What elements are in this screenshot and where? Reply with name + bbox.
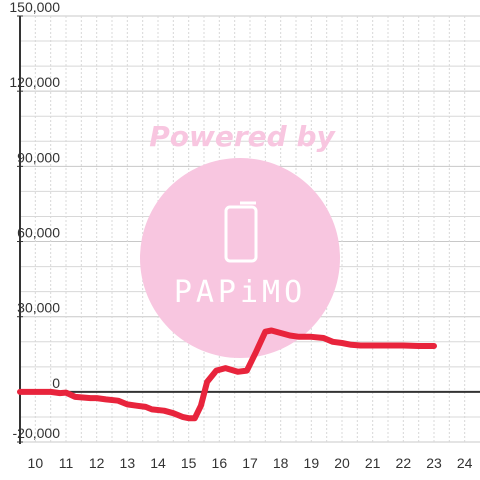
x-tick-label: 21 (365, 455, 381, 471)
x-tick-label: 14 (150, 455, 166, 471)
series-line (17, 327, 437, 422)
y-tick-label: -20,000 (13, 425, 61, 441)
y-tick-label: 150,000 (9, 0, 60, 15)
y-tick-label: 60,000 (17, 225, 60, 241)
watermark: Powered by PAPiMO (140, 120, 340, 358)
y-tick-label: 30,000 (17, 300, 60, 316)
x-tick-label: 22 (396, 455, 412, 471)
x-tick-label: 19 (304, 455, 320, 471)
x-tick-label: 13 (120, 455, 136, 471)
phone-icon (224, 201, 258, 263)
x-tick-label: 23 (426, 455, 442, 471)
y-tick-label: 0 (52, 375, 60, 391)
x-tick-label: 16 (212, 455, 228, 471)
series-layer (17, 327, 437, 422)
watermark-circle (140, 158, 340, 358)
watermark-logo-text: PAPiMO (174, 275, 306, 310)
x-tick-label: 11 (59, 455, 74, 471)
x-tick-label: 17 (242, 455, 258, 471)
x-tick-label: 18 (273, 455, 289, 471)
tick-labels: -20,000 0 30,000 60,000 90,000 120,000 150,000… (9, 0, 472, 471)
x-tick-label: 12 (89, 455, 105, 471)
y-tick-label: 120,000 (9, 74, 60, 90)
y-tick-label: 90,000 (17, 149, 60, 165)
x-tick-label: 20 (334, 455, 350, 471)
x-tick-label: 24 (457, 455, 473, 471)
x-tick-label: 15 (181, 455, 197, 471)
watermark-text: Powered by (149, 120, 336, 153)
x-tick-label: 10 (28, 455, 44, 471)
